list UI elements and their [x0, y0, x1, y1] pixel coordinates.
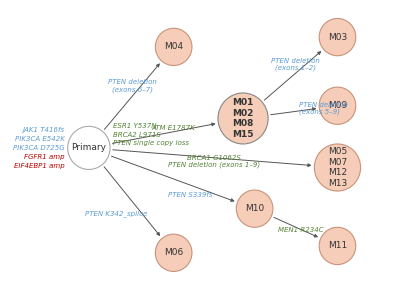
Circle shape	[319, 19, 356, 56]
Text: BRCA2 L971S: BRCA2 L971S	[113, 132, 161, 138]
Text: M04: M04	[164, 42, 183, 51]
Text: ATM E1787K: ATM E1787K	[152, 125, 196, 131]
Text: M03: M03	[328, 32, 347, 42]
Text: ESR1 Y537N: ESR1 Y537N	[113, 123, 156, 129]
Text: PTEN single copy loss: PTEN single copy loss	[113, 141, 189, 146]
Text: EIF4EBP1 amp: EIF4EBP1 amp	[14, 162, 65, 168]
Text: PIK3CA E542K: PIK3CA E542K	[15, 136, 65, 142]
Text: M09: M09	[328, 101, 347, 110]
Circle shape	[319, 87, 356, 124]
Circle shape	[236, 190, 273, 227]
Circle shape	[68, 126, 110, 170]
Text: M06: M06	[164, 248, 183, 257]
Circle shape	[314, 144, 361, 191]
Text: Primary: Primary	[71, 143, 106, 152]
Text: BRCA1 G1062S
PTEN deletion (exons 1–9): BRCA1 G1062S PTEN deletion (exons 1–9)	[168, 155, 260, 168]
Circle shape	[319, 227, 356, 264]
Text: M10: M10	[245, 204, 264, 213]
Text: M01
M02
M08
M15: M01 M02 M08 M15	[232, 98, 254, 139]
Text: M11: M11	[328, 241, 347, 251]
Text: PTEN deletion
(exons 5–9): PTEN deletion (exons 5–9)	[299, 102, 348, 115]
Text: M05
M07
M12
M13: M05 M07 M12 M13	[328, 147, 347, 188]
Text: PTEN deletion
(exons 6–7): PTEN deletion (exons 6–7)	[108, 79, 157, 93]
Text: PTEN K342_splice: PTEN K342_splice	[85, 210, 147, 217]
Text: MEN1 R234C: MEN1 R234C	[278, 227, 324, 233]
Circle shape	[155, 28, 192, 66]
Text: PTEN S339fs: PTEN S339fs	[168, 192, 212, 198]
Text: PIK3CA D725G: PIK3CA D725G	[13, 145, 65, 151]
Circle shape	[155, 234, 192, 271]
Text: PTEN deletion
(exons 1–2): PTEN deletion (exons 1–2)	[271, 58, 320, 71]
Text: FGFR1 amp: FGFR1 amp	[24, 154, 65, 160]
Text: JAK1 T416fs: JAK1 T416fs	[23, 127, 65, 133]
Circle shape	[218, 93, 268, 144]
